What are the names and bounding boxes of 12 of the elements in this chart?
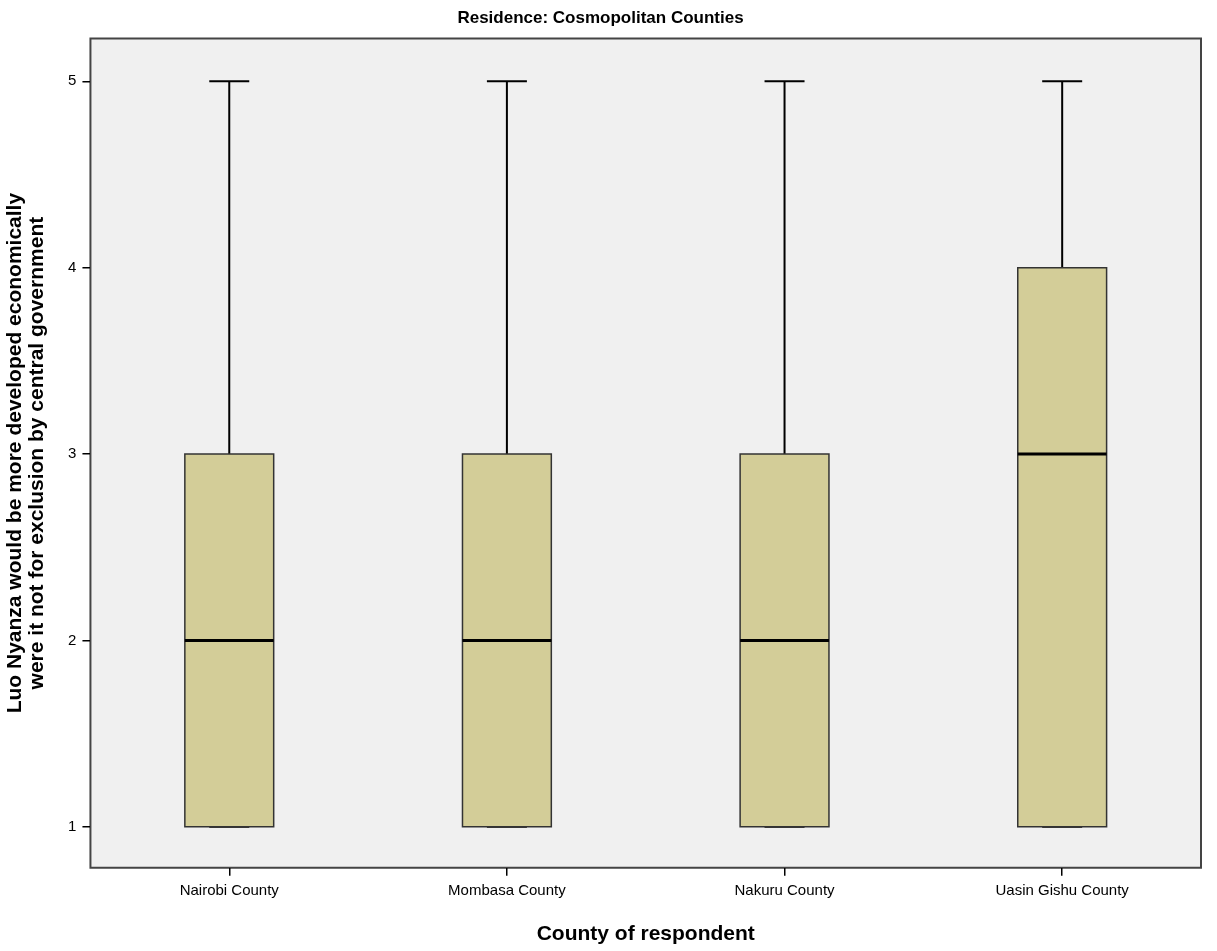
x-tick-label: Nakuru County (734, 880, 836, 898)
y-axis-title: Luo Nyanza would be more developed economically were it not for exclusion by central government (1, 192, 47, 714)
y-tick-label: 1 (68, 816, 77, 834)
y-tick-label: 5 (68, 71, 77, 89)
y-tick-label: 4 (68, 257, 77, 275)
chart-title: Residence: Cosmopolitan Counties (457, 7, 744, 27)
x-tick-label: Uasin Gishu County (995, 880, 1130, 898)
x-tick-label: Mombasa County (448, 880, 567, 898)
y-tick-label: 2 (68, 630, 77, 648)
y-tick-label: 3 (68, 444, 77, 462)
x-tick-label: Nairobi County (179, 880, 280, 898)
x-axis-title: County of respondent (536, 921, 755, 945)
